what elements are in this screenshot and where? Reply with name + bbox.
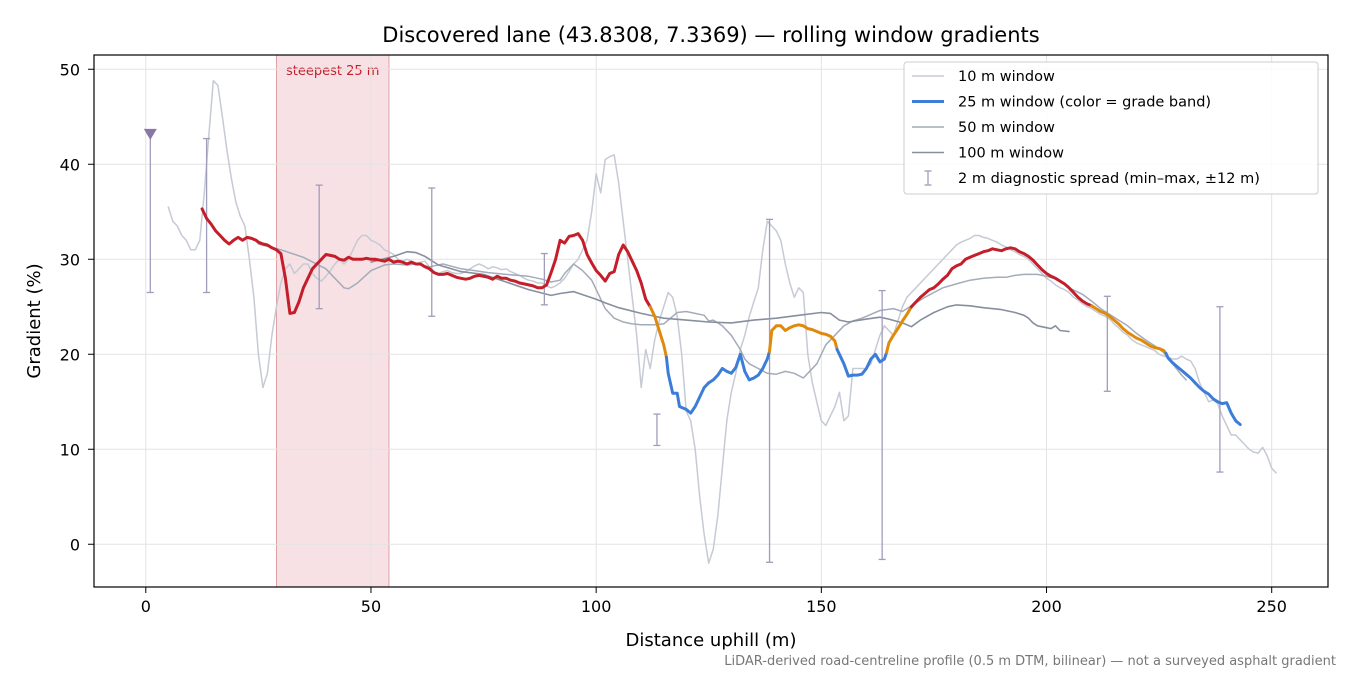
chart-title: Discovered lane (43.8308, 7.3369) — roll… <box>382 23 1039 47</box>
series-w25-segment-easy <box>664 349 771 415</box>
spread-errorbar <box>428 187 436 317</box>
series-w25-segment-easy <box>1164 351 1242 426</box>
legend-label-w50: 50 m window <box>958 120 1055 136</box>
legend-label-w10: 10 m window <box>958 69 1055 85</box>
y-tick-label: 10 <box>60 440 80 459</box>
spread-errorbar <box>766 218 774 563</box>
series-w25-segment-moderate <box>1090 304 1168 355</box>
steepest-band-label: steepest 25 m <box>286 64 379 79</box>
tick-layer: 0 50 100 150 200 250 0 10 20 30 40 50 <box>60 60 1287 616</box>
x-axis-title: Distance uphill (m) <box>626 630 797 651</box>
x-tick-label: 50 <box>361 597 381 616</box>
x-tick-label: 0 <box>141 597 151 616</box>
y-tick-label: 50 <box>60 60 80 79</box>
legend-label-w25: 25 m window (color = grade band) <box>958 95 1211 111</box>
plot-frame <box>93 54 1329 588</box>
y-tick-label: 40 <box>60 155 80 174</box>
series-w25-segment-steep <box>909 246 1094 309</box>
x-tick-label: 100 <box>581 597 612 616</box>
spread-errorbar <box>540 252 548 306</box>
spread-errorbar <box>878 289 886 561</box>
spread-errorbar <box>653 413 661 447</box>
legend-box <box>903 61 1319 195</box>
legend-item-w25: 25 m window (color = grade band) <box>912 95 1211 111</box>
series-w25-segment-moderate <box>768 323 839 353</box>
series-w10-line <box>167 79 1277 565</box>
legend-item-w100: 100 m window <box>912 146 1064 162</box>
series-w25-segment-moderate <box>648 305 668 359</box>
steepest-band-layer: steepest 25 m <box>275 54 390 588</box>
start-marker <box>143 128 157 140</box>
series-w25-segment-moderate <box>885 305 913 354</box>
y-tick-label: 0 <box>70 535 80 554</box>
series-w25-segment-steep <box>200 207 652 315</box>
spread-errorbar <box>1216 306 1224 473</box>
y-axis-title: Gradient (%) <box>24 263 45 378</box>
y-tick-label: 20 <box>60 345 80 364</box>
legend-label-spread: 2 m diagnostic spread (min–max, ±12 m) <box>958 171 1260 187</box>
spread-errorbar <box>315 184 323 310</box>
x-tick-label: 250 <box>1256 597 1287 616</box>
y-tick-label: 30 <box>60 250 80 269</box>
x-tick-label: 150 <box>806 597 837 616</box>
steepest-band <box>275 54 390 588</box>
legend: 10 m window 25 m window (color = grade ba… <box>903 61 1319 195</box>
series-w25-segment-easy <box>835 348 889 378</box>
series-w100-line <box>370 250 1070 333</box>
spread-errorbar <box>1103 295 1111 392</box>
legend-item-w50: 50 m window <box>912 120 1055 136</box>
series-w50-line <box>257 243 1187 381</box>
series-layer <box>143 79 1277 565</box>
x-tick-label: 200 <box>1031 597 1062 616</box>
legend-item-spread: 2 m diagnostic spread (min–max, ±12 m) <box>924 170 1260 187</box>
footnote: LiDAR-derived road-centreline profile (0… <box>724 654 1336 669</box>
legend-label-w100: 100 m window <box>958 146 1064 162</box>
legend-item-w10: 10 m window <box>912 69 1055 85</box>
